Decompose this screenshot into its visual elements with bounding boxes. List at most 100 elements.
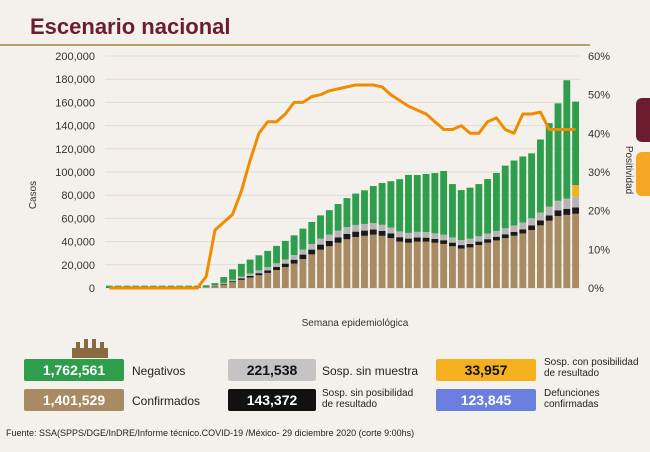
y-axis-label: Casos [28, 181, 39, 209]
bar-confirmados [255, 275, 263, 288]
bar-confirmados [325, 246, 333, 288]
bar-defunciones [493, 236, 500, 241]
bar-defunciones [396, 237, 404, 242]
bar-sin_muestra [528, 218, 536, 226]
y-tick-label: 200,000 [55, 51, 95, 63]
bar-sin_muestra [545, 206, 553, 216]
bar-sin_muestra [299, 249, 307, 255]
legend-badge-label: Defunciones confirmadas [544, 388, 600, 410]
bar-sin_muestra [273, 263, 280, 268]
bar-confirmados [264, 272, 272, 288]
legend-badge-value: 1,401,529 [24, 389, 124, 411]
bar-negativos [255, 255, 263, 271]
y2-tick-label: 20% [588, 206, 610, 218]
bar-sin_muestra [466, 238, 474, 244]
bar-negativos [343, 198, 351, 228]
bar-negativos [572, 101, 580, 186]
bar-sin_muestra [369, 223, 377, 230]
legend-badge-label: Sosp. sin muestra [322, 364, 419, 378]
bar-negativos [545, 123, 553, 207]
bar-sin_muestra [536, 212, 544, 221]
title-rule [0, 44, 590, 46]
bar-sin_muestra [431, 233, 439, 239]
bar-confirmados [440, 243, 448, 288]
bar-defunciones [554, 210, 562, 217]
y2-tick-label: 60% [588, 51, 610, 63]
bar-defunciones [387, 233, 395, 239]
bar-defunciones [229, 281, 236, 283]
bar-negativos [308, 221, 316, 245]
bar-confirmados [220, 284, 228, 288]
bar-defunciones [475, 241, 483, 246]
bar-negativos [273, 245, 280, 264]
bar-confirmados [563, 214, 571, 288]
bar-sin_muestra [422, 231, 430, 238]
bar-sin_muestra [413, 231, 421, 238]
chart-grid [105, 55, 580, 289]
chart-bars [105, 80, 580, 288]
bar-confirmados [378, 235, 386, 288]
side-tab-maroon[interactable] [636, 98, 650, 142]
legend-badge-value: 33,957 [436, 359, 536, 381]
bar-negativos [211, 283, 219, 286]
bar-sin_muestra [554, 200, 562, 211]
bar-confirmados [501, 238, 509, 288]
bar-confirmados [466, 247, 474, 288]
bar-negativos [387, 181, 395, 228]
bar-confirmados [308, 254, 316, 288]
bar-sin_muestra [290, 255, 298, 260]
bar-confirmados [536, 225, 544, 288]
bar-negativos [431, 173, 439, 234]
bar-defunciones [457, 245, 465, 249]
bar-defunciones [246, 275, 254, 278]
bar-confirmados [484, 242, 492, 288]
bar-negativos [220, 277, 228, 283]
bar-sin_muestra [325, 234, 333, 241]
bar-sin_muestra [475, 236, 483, 242]
legend-badge-value: 1,762,561 [24, 359, 124, 381]
bar-sin_muestra [343, 227, 351, 234]
bar-confirmados [396, 241, 404, 288]
bar-defunciones [361, 230, 368, 236]
bar-negativos [405, 174, 412, 233]
bar-confirmados [369, 234, 377, 288]
bar-sin_muestra [378, 224, 386, 231]
bar-defunciones [449, 242, 456, 247]
bar-sin_muestra [493, 230, 500, 237]
legend-label-line: Sosp. sin posibilidad [322, 388, 414, 399]
bar-defunciones [431, 238, 439, 243]
bar-negativos [299, 228, 307, 250]
bar-negativos [563, 80, 571, 199]
bar-sin_muestra [484, 233, 492, 240]
bar-defunciones [405, 238, 412, 243]
bar-negativos [334, 204, 342, 231]
bar-defunciones [317, 244, 324, 250]
bar-defunciones [563, 208, 571, 215]
bar-sin_muestra [501, 228, 509, 235]
bar-negativos [202, 285, 210, 288]
bar-sin_muestra [246, 273, 254, 276]
bar-confirmados [361, 235, 368, 288]
bar-defunciones [308, 249, 316, 255]
bar-defunciones [273, 267, 280, 271]
bar-negativos [281, 240, 289, 260]
bar-defunciones [299, 254, 307, 259]
bar-negativos [413, 175, 421, 232]
legend-label-line: de resultado [322, 399, 378, 410]
legend-label-line: Defunciones [544, 388, 600, 399]
bar-negativos [493, 172, 500, 231]
bar-negativos [519, 156, 527, 223]
y2-tick-label: 10% [588, 244, 610, 256]
side-tab-orange[interactable] [636, 152, 650, 196]
bar-confirmados [317, 249, 324, 288]
bar-defunciones [572, 207, 580, 214]
bar-defunciones [290, 259, 298, 264]
bar-negativos [440, 170, 448, 235]
bar-sin_muestra [229, 279, 236, 282]
bar-defunciones [510, 231, 518, 236]
y-tick-label: 40,000 [61, 237, 95, 249]
bar-negativos [422, 173, 430, 232]
bar-confirmados [343, 239, 351, 288]
bar-negativos [246, 259, 254, 274]
bar-confirmados [475, 245, 483, 288]
